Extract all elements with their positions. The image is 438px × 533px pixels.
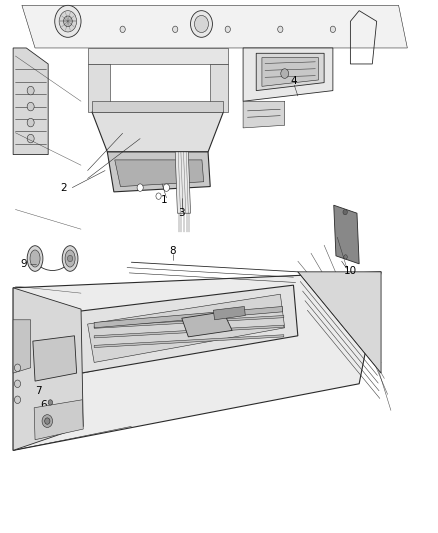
Text: 7: 7 [35, 386, 42, 395]
Circle shape [42, 415, 53, 427]
Polygon shape [243, 101, 285, 128]
Polygon shape [94, 306, 283, 328]
Circle shape [67, 255, 73, 262]
Polygon shape [94, 316, 284, 328]
Circle shape [225, 26, 230, 33]
Polygon shape [34, 400, 83, 440]
Polygon shape [182, 312, 232, 337]
Circle shape [173, 26, 178, 33]
Text: 10: 10 [344, 266, 357, 276]
Polygon shape [74, 285, 298, 373]
Polygon shape [13, 272, 381, 450]
Polygon shape [334, 205, 359, 264]
Text: 8: 8 [170, 246, 177, 255]
Circle shape [14, 380, 21, 387]
Circle shape [27, 118, 34, 127]
Circle shape [191, 11, 212, 37]
Circle shape [343, 209, 347, 215]
Circle shape [27, 86, 34, 95]
Polygon shape [94, 325, 284, 338]
Circle shape [14, 364, 21, 372]
Text: 1: 1 [161, 195, 168, 205]
Text: 4: 4 [290, 76, 297, 86]
Circle shape [194, 15, 208, 33]
Polygon shape [298, 272, 381, 373]
Polygon shape [22, 5, 407, 48]
Circle shape [156, 193, 161, 199]
Text: 6: 6 [221, 321, 228, 331]
Text: 9: 9 [21, 259, 28, 269]
Circle shape [55, 5, 81, 37]
Polygon shape [94, 335, 284, 348]
Ellipse shape [339, 216, 349, 221]
Circle shape [27, 102, 34, 111]
Polygon shape [13, 320, 31, 373]
Ellipse shape [340, 232, 350, 237]
Circle shape [137, 184, 143, 191]
Circle shape [281, 69, 289, 78]
Polygon shape [88, 294, 285, 362]
Ellipse shape [30, 250, 40, 267]
Circle shape [120, 26, 125, 33]
Circle shape [48, 400, 53, 405]
Polygon shape [115, 160, 204, 187]
Polygon shape [262, 58, 318, 86]
Polygon shape [175, 152, 191, 213]
Ellipse shape [342, 240, 351, 245]
Circle shape [67, 26, 73, 33]
Text: 6: 6 [40, 400, 47, 410]
Circle shape [64, 16, 72, 27]
Ellipse shape [65, 250, 75, 267]
Polygon shape [13, 288, 83, 450]
Ellipse shape [342, 224, 352, 229]
Polygon shape [243, 48, 333, 101]
Polygon shape [92, 112, 223, 152]
Circle shape [14, 396, 21, 403]
Circle shape [45, 418, 50, 424]
Polygon shape [256, 53, 324, 91]
Circle shape [163, 184, 170, 191]
Ellipse shape [339, 248, 349, 253]
Polygon shape [107, 152, 210, 192]
Polygon shape [13, 48, 48, 155]
Circle shape [27, 134, 34, 143]
Circle shape [59, 11, 77, 32]
Circle shape [278, 26, 283, 33]
Circle shape [330, 26, 336, 33]
Polygon shape [210, 64, 228, 112]
Polygon shape [33, 336, 77, 381]
Polygon shape [88, 48, 228, 64]
Circle shape [344, 255, 347, 259]
Text: 3: 3 [178, 208, 185, 218]
Text: 2: 2 [60, 183, 67, 192]
Polygon shape [92, 101, 223, 112]
Ellipse shape [27, 246, 43, 271]
Polygon shape [213, 306, 245, 320]
Polygon shape [88, 64, 110, 112]
Text: 5: 5 [167, 340, 174, 350]
Ellipse shape [62, 246, 78, 271]
